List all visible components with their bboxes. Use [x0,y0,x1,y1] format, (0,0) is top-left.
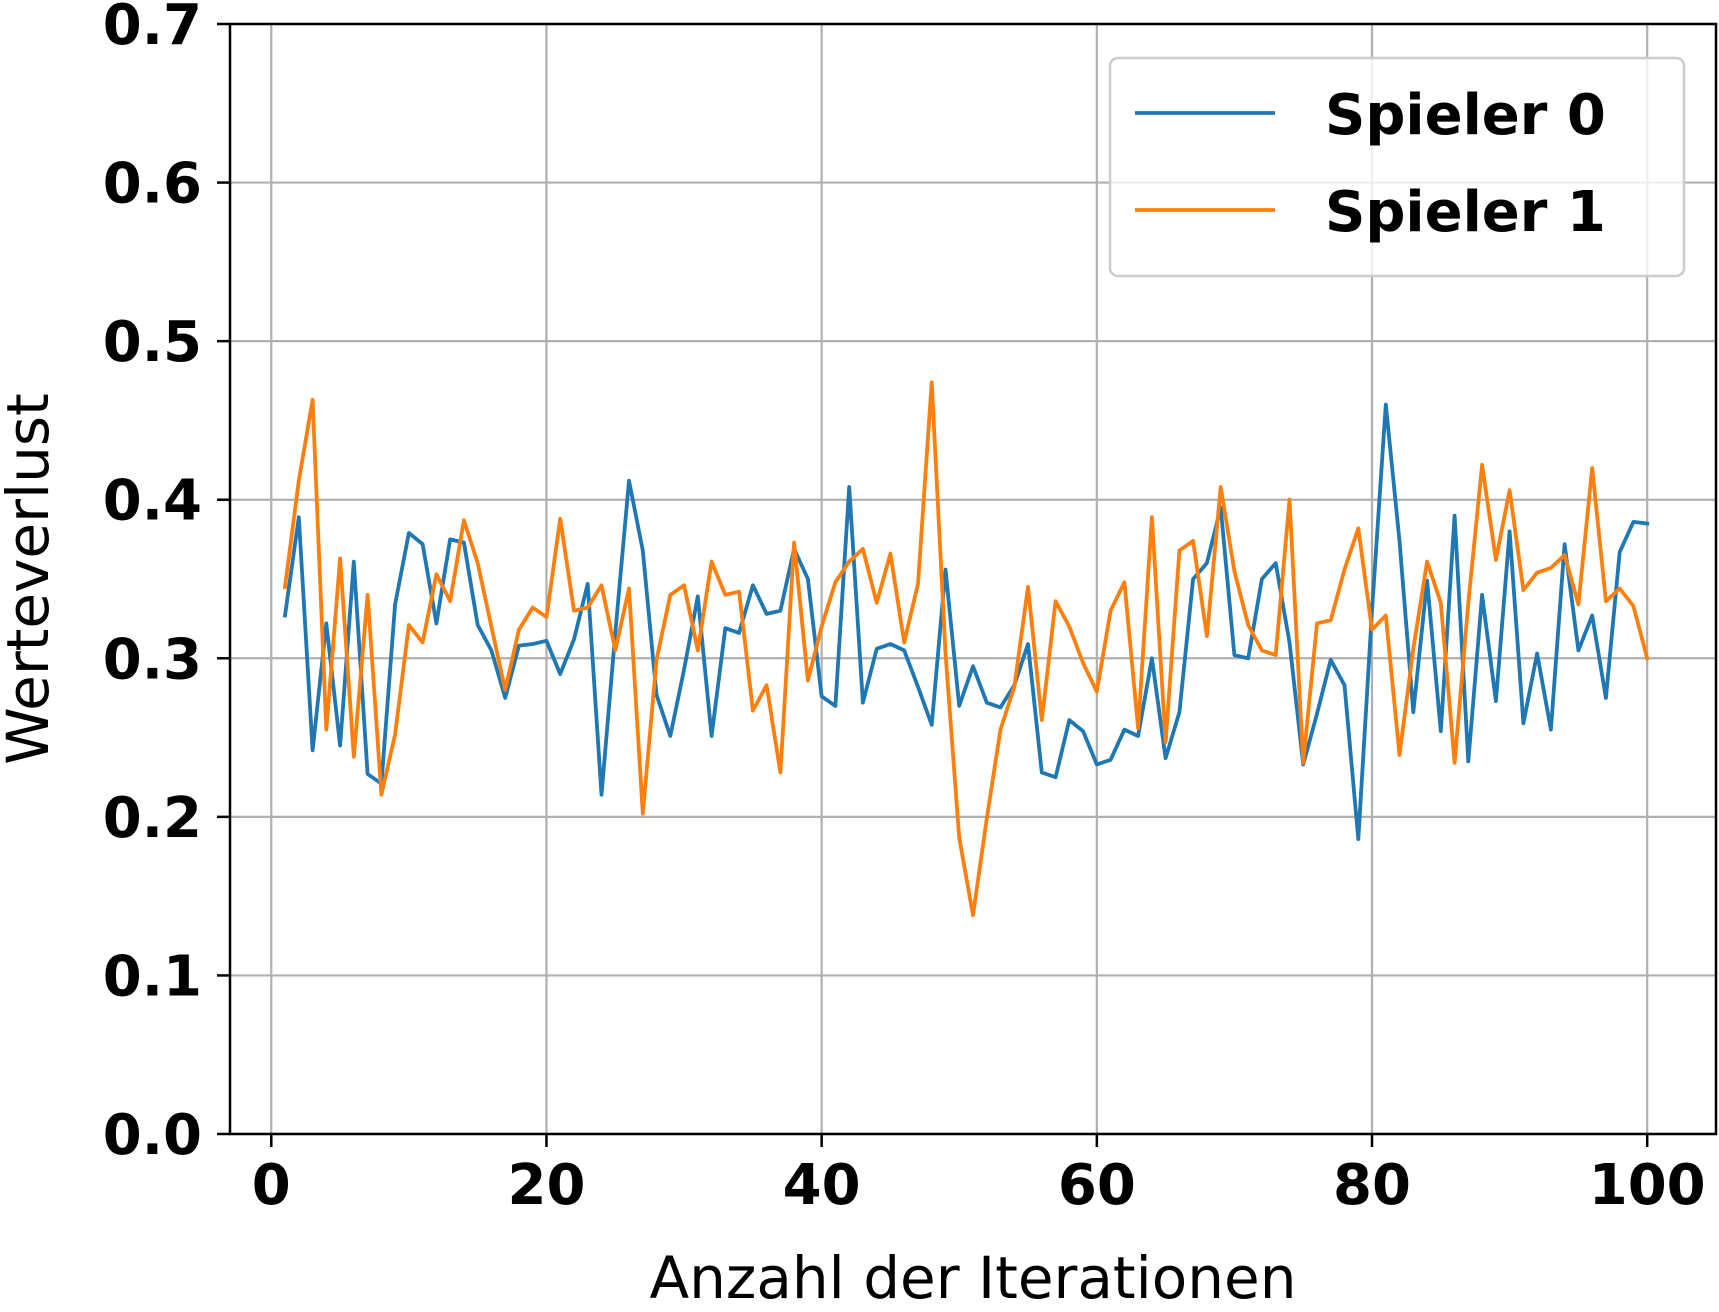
y-tick-label: 0.4 [103,469,202,534]
x-axis-label: Anzahl der Iterationen [650,1244,1297,1312]
y-tick-label: 0.2 [103,786,202,851]
series-lines [282,380,1650,918]
plot-frame [228,22,1718,1136]
y-tick-label: 0.6 [103,152,202,217]
x-tick-label: 60 [1058,1153,1136,1218]
x-tick-label: 40 [783,1153,861,1218]
y-tick-label: 0.1 [103,944,202,1009]
x-tick-label: 0 [252,1153,291,1218]
legend-label: Spieler 0 [1325,83,1606,148]
y-tick-label: 0.3 [103,627,202,692]
y-tick-label: 0.0 [103,1103,202,1168]
x-tick-label: 20 [507,1153,585,1218]
legend-label: Spieler 1 [1325,180,1606,245]
series-line-spieler-0 [282,402,1650,841]
x-tick-label: 80 [1333,1153,1411,1218]
x-tick-label: 100 [1589,1153,1706,1218]
x-axis: 0 20 40 60 80 100 [252,1134,1706,1218]
y-axis: 0.0 0.1 0.2 0.3 0.4 0.5 0.6 0.7 [103,0,230,1168]
y-tick-label: 0.5 [103,310,202,375]
legend[interactable]: Spieler 0 Spieler 1 [1108,56,1686,278]
y-axis-label: Werteverlust [0,393,62,765]
y-tick-label: 0.7 [103,0,202,58]
series-line-spieler-1 [282,380,1650,918]
